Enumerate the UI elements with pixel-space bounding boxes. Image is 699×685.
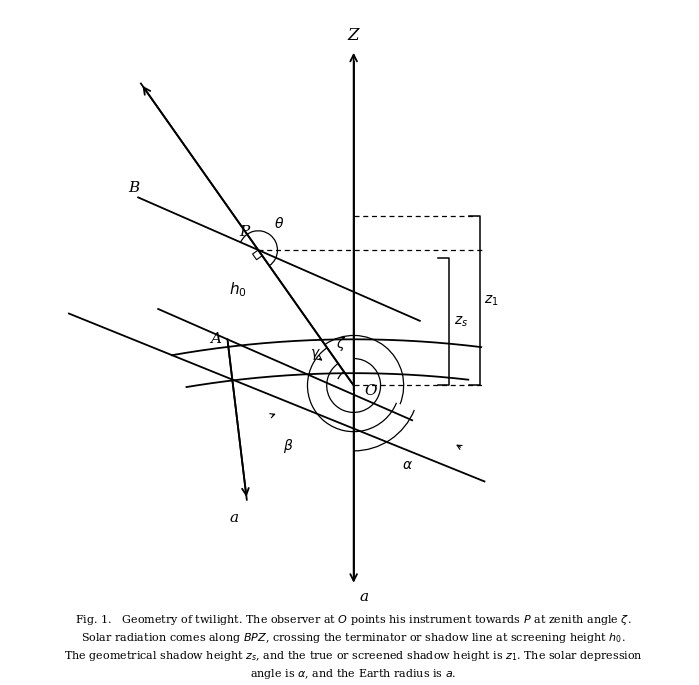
Text: $h_0$: $h_0$ [229,281,247,299]
Text: a: a [360,590,369,604]
Text: $\theta$: $\theta$ [274,216,284,231]
Text: $\zeta$: $\zeta$ [336,336,346,353]
Text: O: O [364,384,377,398]
Text: $\beta$: $\beta$ [283,437,294,455]
Text: P: P [239,225,249,239]
Text: a: a [230,510,239,525]
Text: $\gamma$: $\gamma$ [310,347,320,362]
Text: Z: Z [348,27,359,44]
Text: $\alpha$: $\alpha$ [401,458,412,471]
Text: Fig. 1.   Geometry of twilight. The observer at $O$ points his instrument toward: Fig. 1. Geometry of twilight. The observ… [64,613,643,682]
Text: A: A [210,332,222,347]
Text: $z_1$: $z_1$ [484,294,499,308]
Text: B: B [129,182,140,195]
Text: $z_s$: $z_s$ [454,314,468,329]
